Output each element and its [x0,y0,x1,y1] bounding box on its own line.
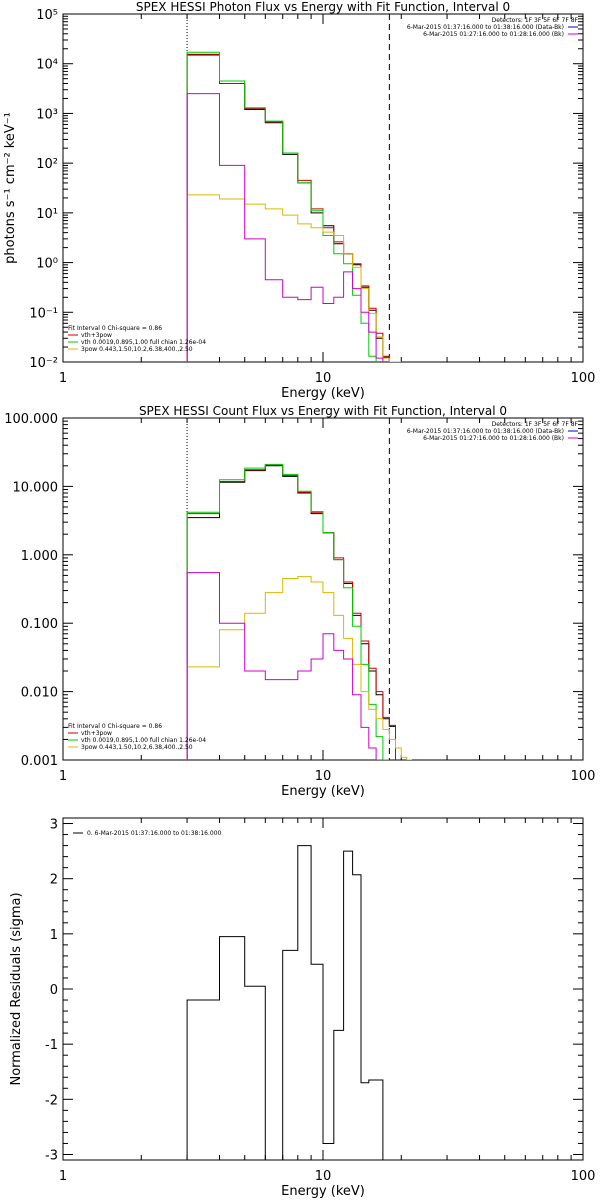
legend-entry: 6-Mar-2015 01:37:16.000 to 01:38:16.000 … [407,24,564,31]
x-tick-label: 10 [315,1169,332,1184]
y-tick-label: 1.000 [21,549,58,564]
x-tick-label: 100 [571,371,596,386]
legend-header: Fit Interval 0 Chi-square = 0.86 [68,723,162,730]
y-tick-label: 0.010 [21,686,58,701]
legend-entry: vth+3pow [81,332,112,339]
legend-entry: vth 0.0019,0.895,1.00 full chian 1.26e-0… [81,737,206,744]
y-tick-label: 1 [50,928,58,943]
legend-entry: 3pow 0.443,1.50,10.2,6.38,400.,2.50 [81,744,193,751]
y-axis: 10⁻² 10⁻¹ 10⁰ 10¹ 10² 10³ 10⁴ 10⁵ [29,8,583,371]
x-tick-label: 1 [59,1169,67,1184]
y-tick-label: 10⁻¹ [29,306,58,321]
y-tick-label: 0.001 [21,754,58,769]
series-line-vth-3pow [186,464,396,760]
series-line-bk [186,572,383,760]
y-tick-label: 10³ [36,107,58,122]
legend-header: Fit Interval 0 Chi-square = 0.86 [68,325,162,332]
legend-top: 0. 6-Mar-2015 01:37:16.000 to 01:38:16.0… [73,830,222,837]
legend-entry: vth+3pow [81,730,112,737]
y-tick-label: -2 [45,1093,58,1108]
y-axis: 0.001 0.010 0.100 1.000 10.000 100.000 [4,412,583,769]
x-axis: 1 10 100 [59,418,596,784]
series-line-vth-3pow [186,53,390,362]
y-tick-label: 10² [36,157,58,172]
chart-title: SPEX HESSI Count Flux vs Energy with Fit… [139,404,507,418]
legend-top: Detectors: 1F 3F 5F 6F 7F 8F6-Mar-2015 0… [407,17,579,38]
chart-panel-2: SPEX HESSI Count Flux vs Energy with Fit… [4,404,595,799]
y-tick-label: 2 [50,873,58,888]
y-tick-label: 10⁴ [36,58,58,73]
x-axis-label: Energy (keV) [281,386,365,401]
y-axis-label: Normalized Residuals (sigma) [9,892,24,1085]
y-axis-label: photons s⁻¹ cm⁻² keV⁻¹ [3,112,18,264]
legend-entry: 6-Mar-2015 01:27:16.000 to 01:28:16.000 … [423,435,564,442]
legend-entry: 6-Mar-2015 01:27:16.000 to 01:28:16.000 … [423,31,564,38]
series-line-3pow [186,194,402,362]
y-tick-label: 3 [50,818,58,833]
series-line-data-bk [186,465,396,760]
x-axis: 1 10 100 [59,818,596,1184]
y-tick-label: 100.000 [4,412,58,427]
y-tick-label: 10¹ [36,207,58,222]
legend-bottom: Fit Interval 0 Chi-square = 0.86vth+3pow… [68,723,206,751]
series-line-bk [186,93,384,362]
y-tick-label: 10⁰ [36,257,58,272]
legend-entry: 3pow 0.443,1.50,10.2,6.38,400.,2.50 [81,346,193,353]
legend-header: Detectors: 1F 3F 5F 6F 7F 8F [492,17,579,24]
x-tick-label: 10 [315,769,332,784]
y-tick-label: 10.000 [13,480,59,495]
y-tick-label: -1 [45,1038,58,1053]
x-tick-label: 100 [571,769,596,784]
legend-entry: 6-Mar-2015 01:37:16.000 to 01:38:16.000 … [407,428,564,435]
y-tick-label: 0.100 [21,617,58,632]
series-line-vth [186,463,390,760]
x-axis-label: Energy (keV) [281,1184,365,1199]
chart-panel-1: SPEX HESSI Photon Flux vs Energy with Fi… [3,0,595,401]
x-tick-label: 10 [315,371,332,386]
chart-title: SPEX HESSI Photon Flux vs Energy with Fi… [136,0,510,14]
legend-bottom: Fit Interval 0 Chi-square = 0.86vth+3pow… [68,325,206,353]
legend-entry: 0. 6-Mar-2015 01:37:16.000 to 01:38:16.0… [87,830,222,837]
series-line-vth [186,51,377,362]
y-tick-label: 10⁵ [36,8,58,23]
y-tick-label: 10⁻² [29,356,58,371]
series-line-data-bk [186,54,390,362]
series-group [186,463,412,760]
plot-frame [62,13,584,363]
series-group [186,845,390,1160]
series-line-3pow [186,576,412,760]
legend-top: Detectors: 1F 3F 5F 6F 7F 8F6-Mar-2015 0… [407,421,579,442]
legend-header: Detectors: 1F 3F 5F 6F 7F 8F [492,421,579,428]
y-tick-label: -3 [45,1148,58,1163]
x-tick-label: 1 [59,769,67,784]
x-tick-label: 1 [59,371,67,386]
x-axis-label: Energy (keV) [281,784,365,799]
x-tick-label: 100 [571,1169,596,1184]
y-axis: -3 -2 -1 0 1 2 3 [45,818,583,1163]
chart-panel-3: 1 10 100 Energy (keV) -3 -2 -1 0 1 2 3 Normalized R… [9,817,596,1199]
y-tick-label: 0 [50,983,58,998]
series-group [186,51,402,362]
x-axis: 1 10 100 [59,14,596,386]
series-line-0- [186,845,390,1160]
legend-entry: vth 0.0019,0.895,1.00 full chian 1.26e-0… [81,339,206,346]
